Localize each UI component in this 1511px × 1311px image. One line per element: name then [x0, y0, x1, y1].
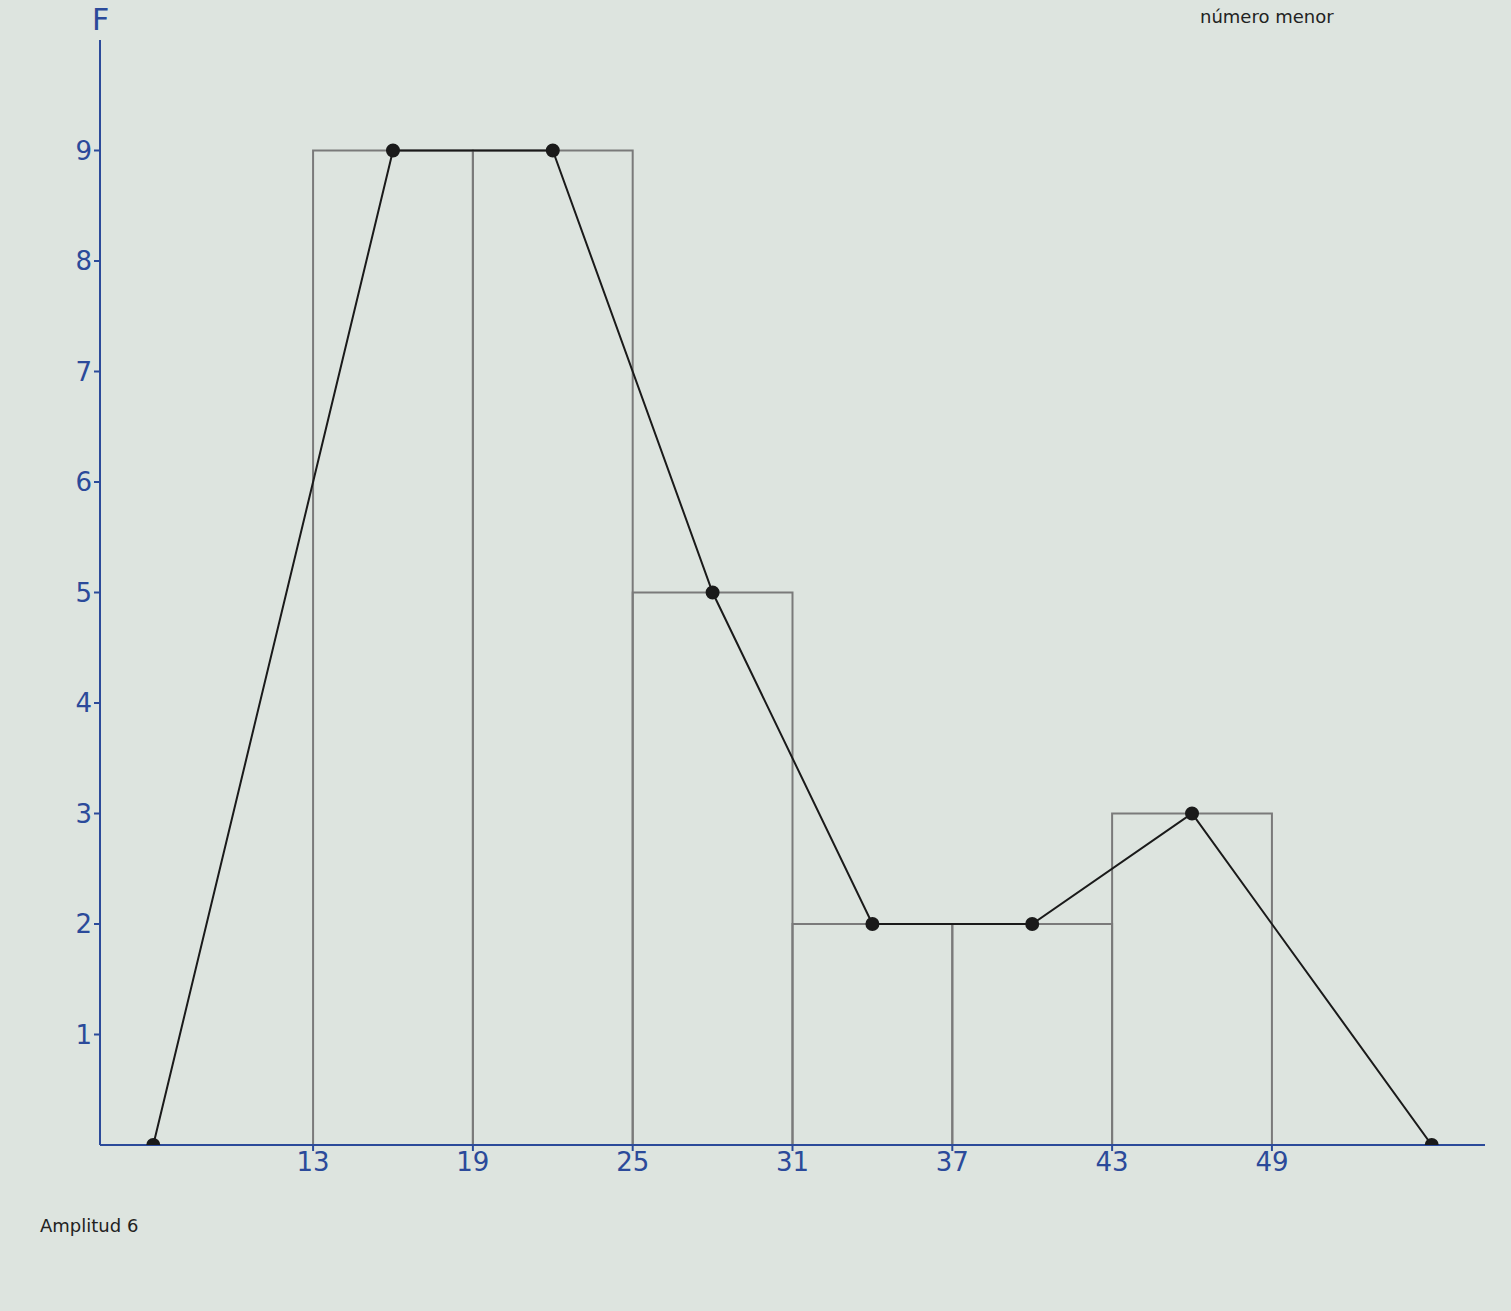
svg-text:3: 3: [75, 799, 92, 829]
svg-text:6: 6: [75, 467, 92, 497]
svg-text:25: 25: [616, 1147, 649, 1177]
svg-text:5: 5: [75, 578, 92, 608]
svg-text:2: 2: [75, 909, 92, 939]
svg-text:49: 49: [1255, 1147, 1288, 1177]
svg-text:7: 7: [75, 357, 92, 387]
svg-text:31: 31: [776, 1147, 809, 1177]
svg-text:8: 8: [75, 246, 92, 276]
svg-text:43: 43: [1096, 1147, 1129, 1177]
html-text:número menor: número menor: [1200, 6, 1334, 27]
html-text:F: F: [92, 2, 110, 37]
svg-text:4: 4: [75, 688, 92, 718]
svg-text:13: 13: [297, 1147, 330, 1177]
svg-text:19: 19: [456, 1147, 489, 1177]
svg-text:1: 1: [75, 1020, 92, 1050]
svg-text:37: 37: [936, 1147, 969, 1177]
html-text:Amplitud 6: Amplitud 6: [40, 1215, 139, 1236]
svg-text:9: 9: [75, 136, 92, 166]
